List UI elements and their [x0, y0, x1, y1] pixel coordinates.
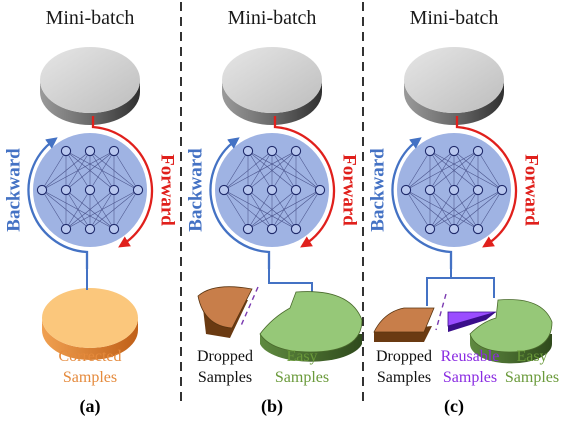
- network-node: [60, 145, 72, 157]
- network-node: [448, 184, 460, 196]
- panel-a: Mini-batch Forward Backward (a) Corrected Sam…: [3, 7, 177, 417]
- network-node: [84, 223, 96, 235]
- forward-arrow: [273, 116, 336, 248]
- dropped-label-line1: Dropped: [197, 348, 253, 365]
- network-node: [218, 184, 230, 196]
- forward-label: Forward: [157, 154, 178, 226]
- network-node: [472, 145, 484, 157]
- network-node: [132, 184, 144, 196]
- network-node: [266, 223, 278, 235]
- easy-label-line2: Samples: [505, 369, 559, 386]
- mini-batch-disk-side: [222, 80, 322, 125]
- mini-batch-disk-side: [404, 80, 504, 125]
- drop-divider: [239, 286, 259, 329]
- network-node: [472, 223, 484, 235]
- easy-label-line1: Easy: [516, 348, 547, 365]
- mini-batch-disk-top: [222, 47, 322, 113]
- network-node: [314, 184, 326, 196]
- network-node: [424, 184, 436, 196]
- network-node: [424, 145, 436, 157]
- backward-arrow: [209, 137, 271, 269]
- network-node: [448, 223, 460, 235]
- network-node: [496, 184, 508, 196]
- network-edges: [223, 150, 321, 230]
- network-node: [472, 184, 484, 196]
- network-nodes: [36, 145, 144, 235]
- network-node: [242, 184, 254, 196]
- dropped-label-line2: Samples: [377, 369, 431, 386]
- corrected-samples-disk: [42, 288, 138, 360]
- network-node: [84, 145, 96, 157]
- network-node: [108, 223, 120, 235]
- forward-label: Forward: [339, 154, 360, 226]
- reusable-samples-slice: [447, 311, 497, 332]
- network-edges: [41, 150, 139, 230]
- panel-title: Mini-batch: [410, 7, 499, 29]
- easy-samples-pie: [469, 299, 553, 364]
- network-node: [84, 184, 96, 196]
- network-node: [108, 145, 120, 157]
- backward-label: Backward: [185, 148, 206, 232]
- easy-label-line1: Easy: [286, 348, 317, 365]
- mini-batch-disk-side: [40, 80, 140, 125]
- panel-title: Mini-batch: [46, 7, 135, 29]
- easy-label-line2: Samples: [275, 369, 329, 386]
- connector-line-easy: [451, 277, 495, 298]
- forward-arrow: [91, 116, 154, 248]
- connector-line-reusable: [426, 269, 452, 306]
- reusable-label-line1: Reusable: [441, 348, 500, 365]
- backward-arrow: [27, 137, 89, 269]
- dropped-samples-slice: [197, 286, 253, 338]
- network-node: [266, 184, 278, 196]
- output-label-line1: Corrected: [58, 348, 121, 365]
- network-node: [266, 145, 278, 157]
- network-node: [290, 184, 302, 196]
- network-node: [400, 184, 412, 196]
- network-node: [60, 223, 72, 235]
- reusable-label-line2: Samples: [443, 369, 497, 386]
- network-node: [242, 145, 254, 157]
- output-label-line2: Samples: [63, 369, 117, 386]
- panel-sublabel: (a): [80, 396, 101, 417]
- panel-title: Mini-batch: [228, 7, 317, 29]
- network-node: [424, 223, 436, 235]
- panel-sublabel: (b): [261, 396, 283, 417]
- network-node: [242, 223, 254, 235]
- drop-divider: [435, 293, 447, 331]
- panel-c: Mini-batch Forward Backward (c) Dropped Sampl…: [367, 7, 559, 417]
- connector-line: [268, 269, 313, 298]
- backward-arrow: [391, 137, 453, 269]
- backward-label: Backward: [367, 148, 388, 232]
- network-nodes: [400, 145, 508, 235]
- network-node: [60, 184, 72, 196]
- panel-b: Mini-batch Forward Backward (b) Dropped Sampl…: [185, 7, 363, 417]
- dropped-label-line1: Dropped: [376, 348, 432, 365]
- easy-samples-pie: [259, 291, 363, 362]
- panel-sublabel: (c): [444, 396, 464, 417]
- dropped-label-line2: Samples: [198, 369, 252, 386]
- network-nodes: [218, 145, 326, 235]
- mini-batch-disk-top: [40, 47, 140, 113]
- network-node: [108, 184, 120, 196]
- dropped-samples-slice: [373, 307, 435, 342]
- backward-label: Backward: [3, 148, 24, 232]
- forward-label: Forward: [521, 154, 542, 226]
- network-edges: [405, 150, 503, 230]
- network-node: [448, 145, 460, 157]
- network-node: [290, 145, 302, 157]
- forward-arrow: [455, 116, 518, 248]
- mini-batch-disk-top: [404, 47, 504, 113]
- network-node: [36, 184, 48, 196]
- network-node: [290, 223, 302, 235]
